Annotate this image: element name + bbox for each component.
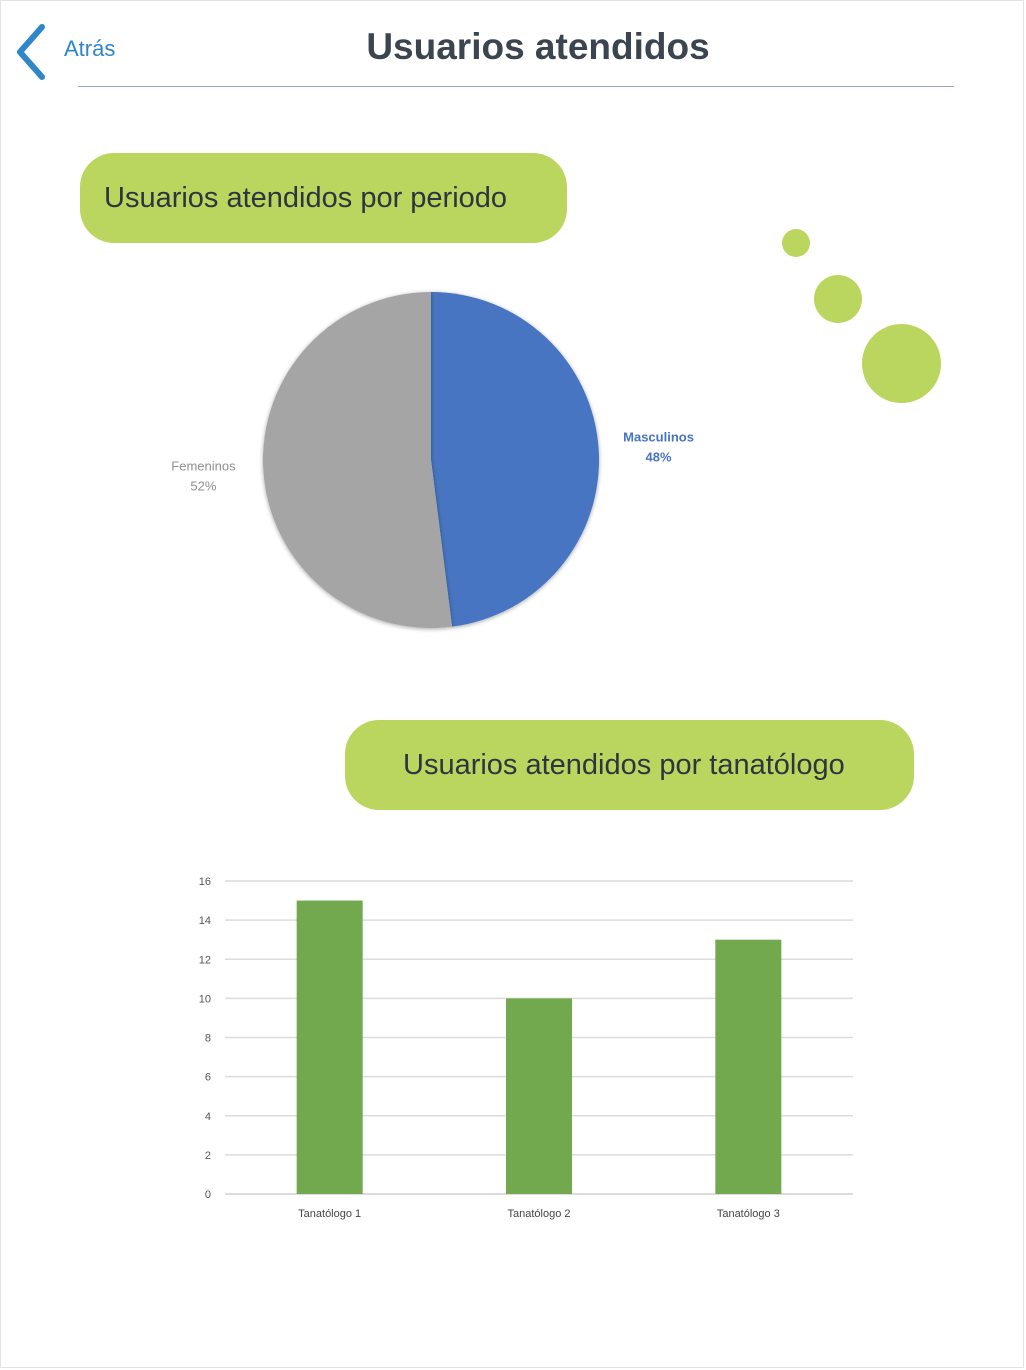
bar-tanatologo-1	[296, 900, 363, 1194]
page-title: Usuarios atendidos	[366, 26, 710, 67]
pie-label-femeninos: Femeninos	[171, 458, 236, 473]
y-tick-label-12: 12	[199, 954, 211, 966]
decorative-bubble-medium	[814, 275, 862, 323]
y-tick-label-16: 16	[199, 876, 211, 888]
section-title-period: Usuarios atendidos por periodo	[80, 153, 567, 243]
y-tick-label-2: 2	[205, 1150, 211, 1162]
pie-value-femeninos: 52%	[190, 478, 216, 493]
pie-slice-femeninos	[263, 292, 453, 628]
section-title-tanatologo-text: Usuarios atendidos por tanatólogo	[403, 748, 845, 781]
decorative-bubble-small	[782, 229, 810, 257]
y-tick-label-6: 6	[205, 1072, 211, 1084]
pie-value-masculinos: 48%	[646, 450, 672, 465]
bar-tanatologo-3	[715, 939, 782, 1194]
y-tick-label-4: 4	[205, 1111, 211, 1123]
back-label[interactable]: Atrás	[64, 36, 116, 61]
y-tick-label-10: 10	[199, 993, 211, 1005]
chevron-left-icon	[14, 23, 46, 81]
x-tick-label-tanatologo-2: Tanatólogo 2	[508, 1208, 571, 1220]
bar-tanatologo-2	[506, 998, 572, 1194]
pie-slice-masculinos	[431, 292, 600, 627]
y-tick-label-0: 0	[205, 1189, 211, 1201]
pie-chart: Masculinos 48% Femeninos 52%	[171, 292, 694, 628]
decorative-bubble-large	[862, 324, 941, 403]
x-tick-label-tanatologo-3: Tanatólogo 3	[717, 1208, 780, 1220]
section-title-period-text: Usuarios atendidos por periodo	[104, 181, 508, 214]
pie-label-masculinos: Masculinos	[623, 430, 694, 445]
y-tick-label-14: 14	[199, 915, 211, 927]
back-button[interactable]: Atrás	[14, 22, 115, 82]
title-divider	[78, 86, 954, 87]
section-title-tanatologo: Usuarios atendidos por tanatólogo	[345, 720, 914, 810]
x-tick-label-tanatologo-1: Tanatólogo 1	[298, 1208, 361, 1220]
y-tick-label-8: 8	[205, 1033, 211, 1045]
